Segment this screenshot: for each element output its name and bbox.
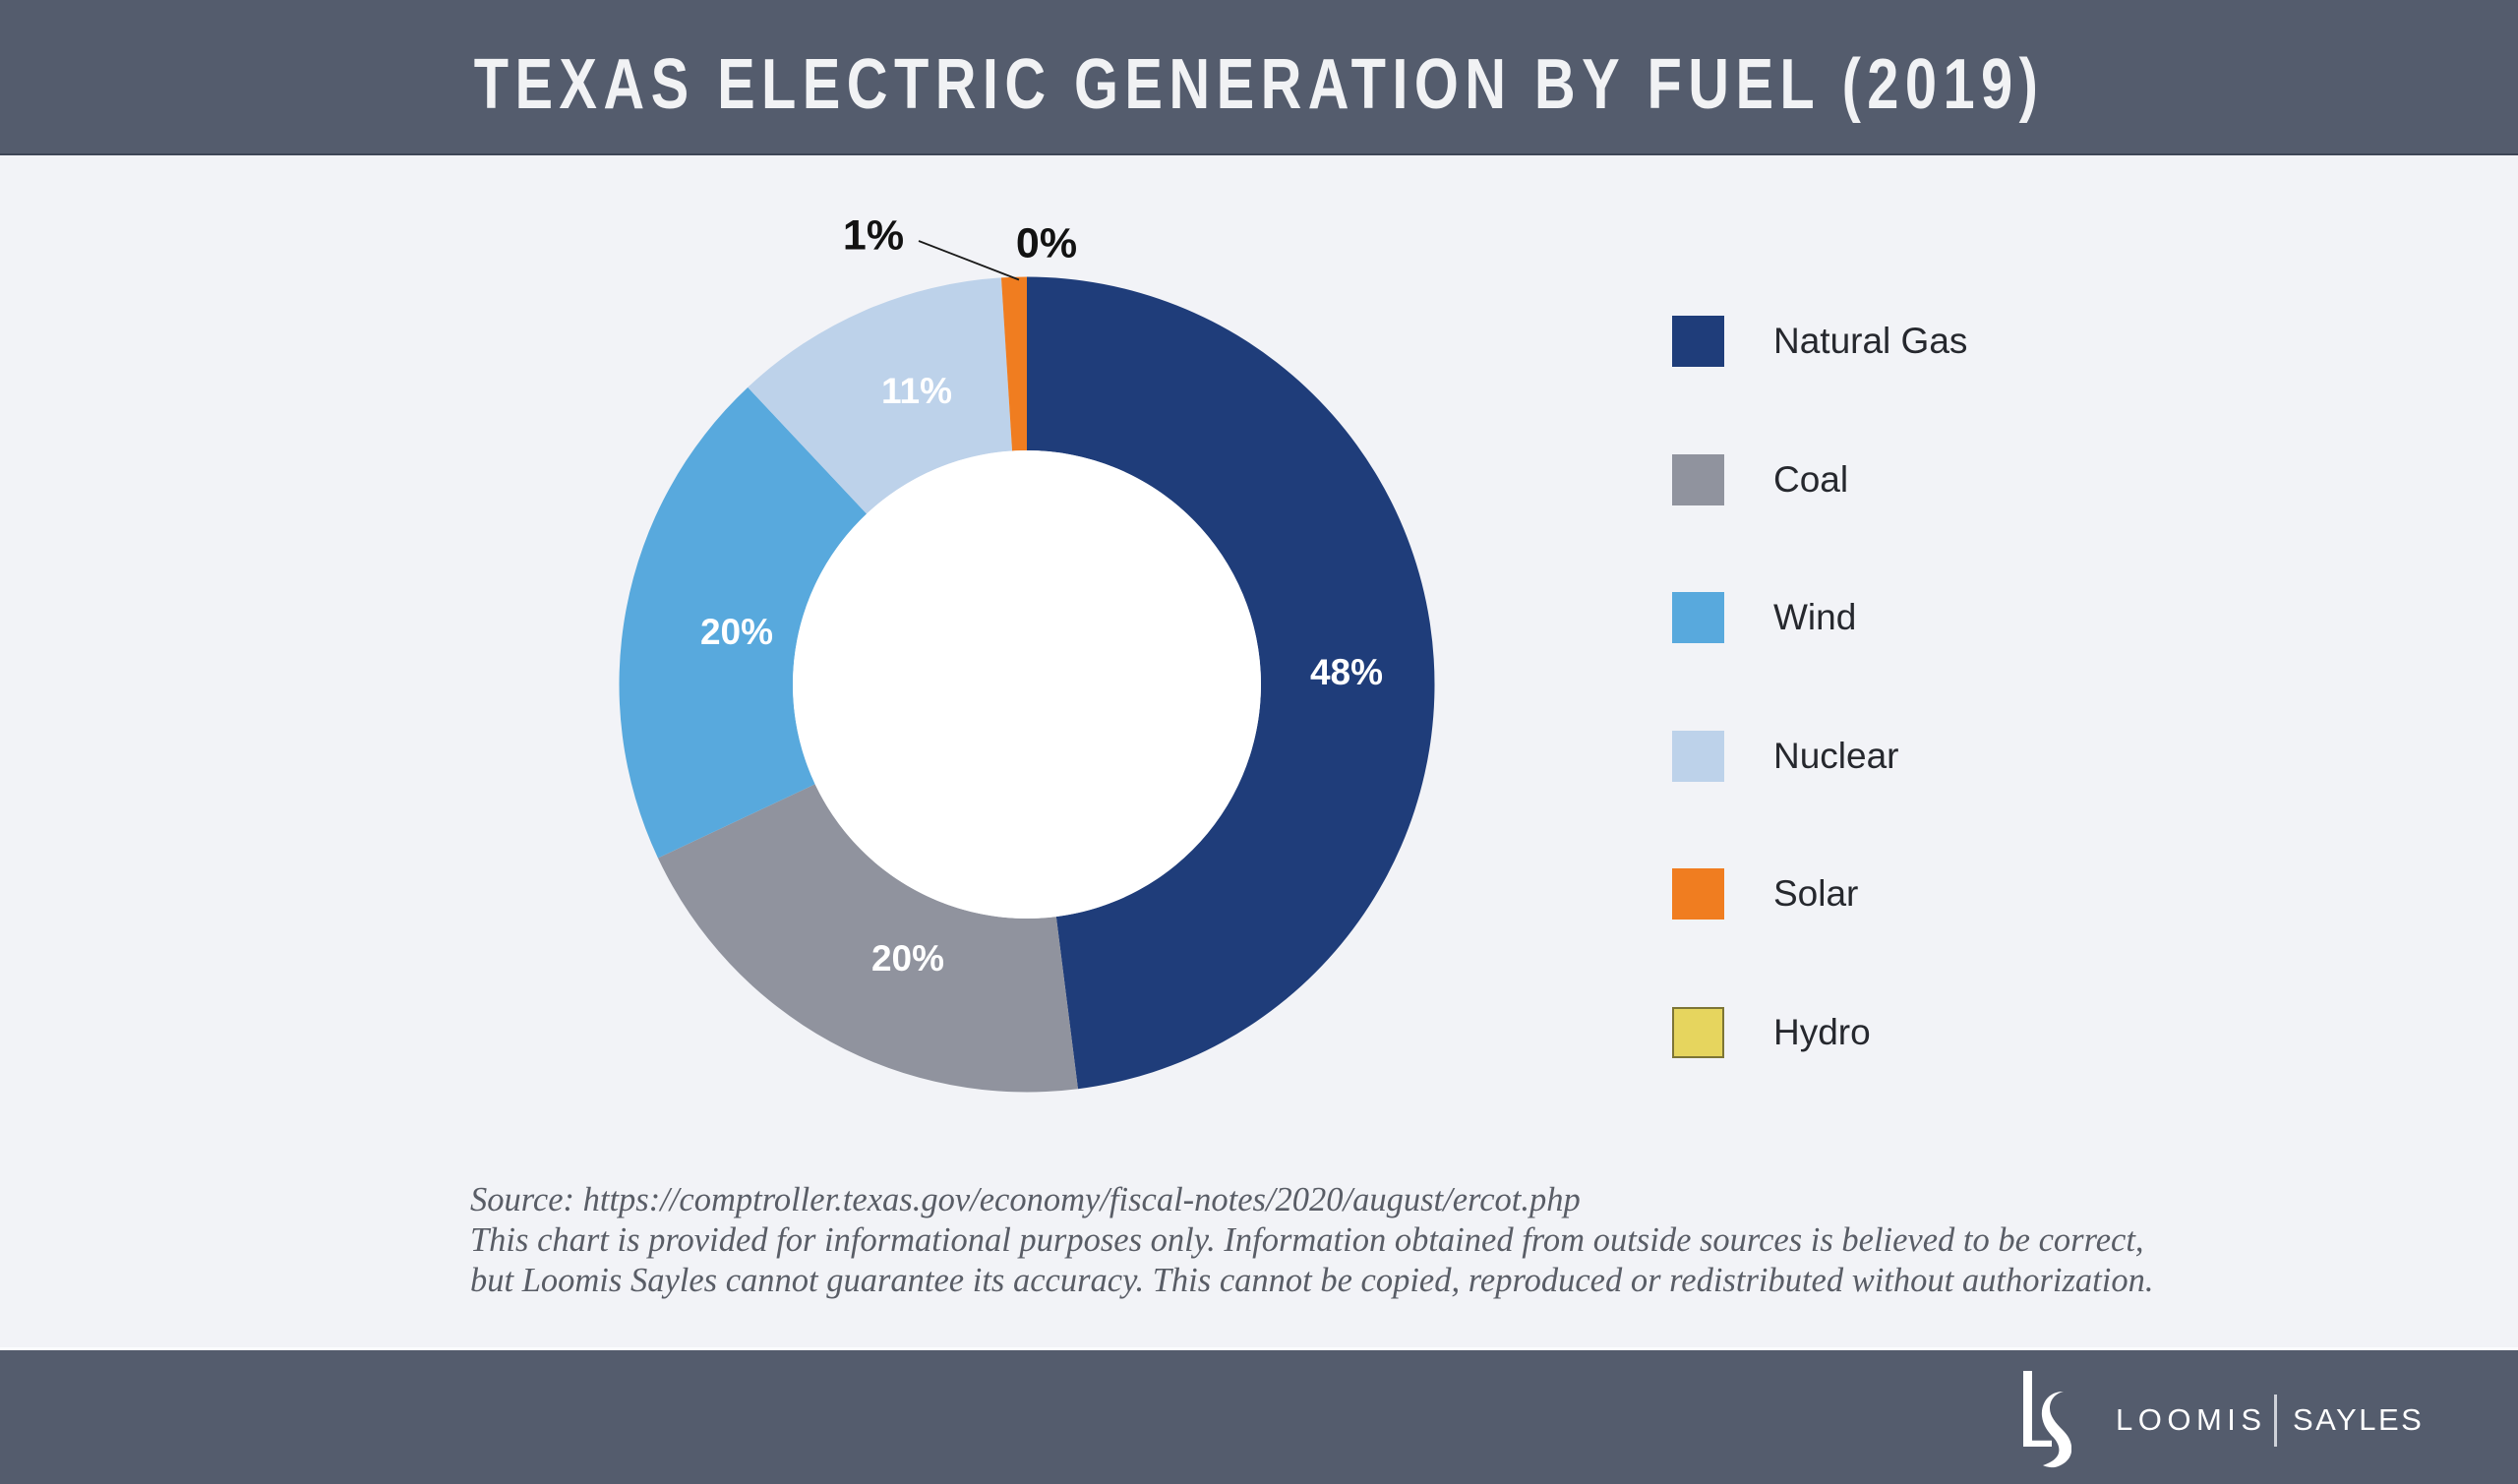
legend-label-natural-gas: Natural Gas [1773, 321, 1968, 361]
legend-swatch-hydro [1672, 1006, 1724, 1058]
legend-swatch-natural-gas [1672, 316, 1724, 367]
leader-line-solar [918, 240, 1020, 281]
disclaimer-line: This chart is provided for informational… [470, 1221, 2144, 1259]
legend-label-solar: Solar [1773, 873, 1859, 914]
legend-swatch-nuclear [1672, 730, 1724, 782]
legend-item-wind: Wind [1672, 592, 1967, 643]
slice-label-nuclear: 11% [880, 371, 953, 411]
footer-bar [0, 1350, 2518, 1484]
donut-slice-nuclear [748, 277, 1013, 514]
slice-label-coal: 20% [870, 938, 945, 979]
page-title: TEXAS ELECTRIC GENERATION BY FUEL (2019) [473, 45, 2045, 124]
legend-item-nuclear: Nuclear [1672, 730, 1967, 782]
legend-label-wind: Wind [1773, 597, 1857, 637]
legend-label-hydro: Hydro [1773, 1011, 1871, 1052]
source-line: Source: https://comptroller.texas.gov/ec… [470, 1181, 1581, 1218]
slice-label-solar: 1% [842, 211, 905, 260]
disclaimer-line: but Loomis Sayles cannot guarantee its a… [470, 1262, 2154, 1299]
slice-label-hydro: 0% [1015, 219, 1078, 267]
legend-swatch-wind [1672, 592, 1724, 643]
footer-top-highlight [0, 1347, 2518, 1350]
legend-swatch-coal [1672, 453, 1724, 505]
loomis-sayles-logo-icon [2023, 1371, 2071, 1468]
footer-brand-sayles: SAYLES [2293, 1402, 2425, 1437]
donut-slice-coal [657, 784, 1078, 1093]
slice-label-natural-gas: 48% [1309, 652, 1384, 692]
legend-label-nuclear: Nuclear [1773, 735, 1899, 776]
logo-letter-s [2041, 1392, 2071, 1468]
legend: Natural Gas Coal Wind Nuclear Solar Hydr… [1672, 316, 1967, 1058]
legend-item-hydro: Hydro [1672, 1006, 1967, 1058]
legend-item-natural-gas: Natural Gas [1672, 316, 1967, 367]
footer-brand-loomis: LOOMIS [2116, 1402, 2267, 1437]
footer-brand-divider [2274, 1394, 2277, 1447]
slice-label-wind: 20% [699, 612, 774, 652]
header-bar [0, 0, 2518, 155]
legend-swatch-solar [1672, 868, 1724, 920]
legend-item-solar: Solar [1672, 868, 1967, 920]
donut-slice-solar [1000, 276, 1027, 451]
donut-hole [793, 450, 1261, 919]
source-disclaimer: Source: https://comptroller.texas.gov/ec… [470, 1180, 2153, 1301]
logo-letter-l [2023, 1371, 2052, 1447]
legend-label-coal: Coal [1773, 458, 1849, 500]
legend-item-coal: Coal [1672, 453, 1967, 505]
